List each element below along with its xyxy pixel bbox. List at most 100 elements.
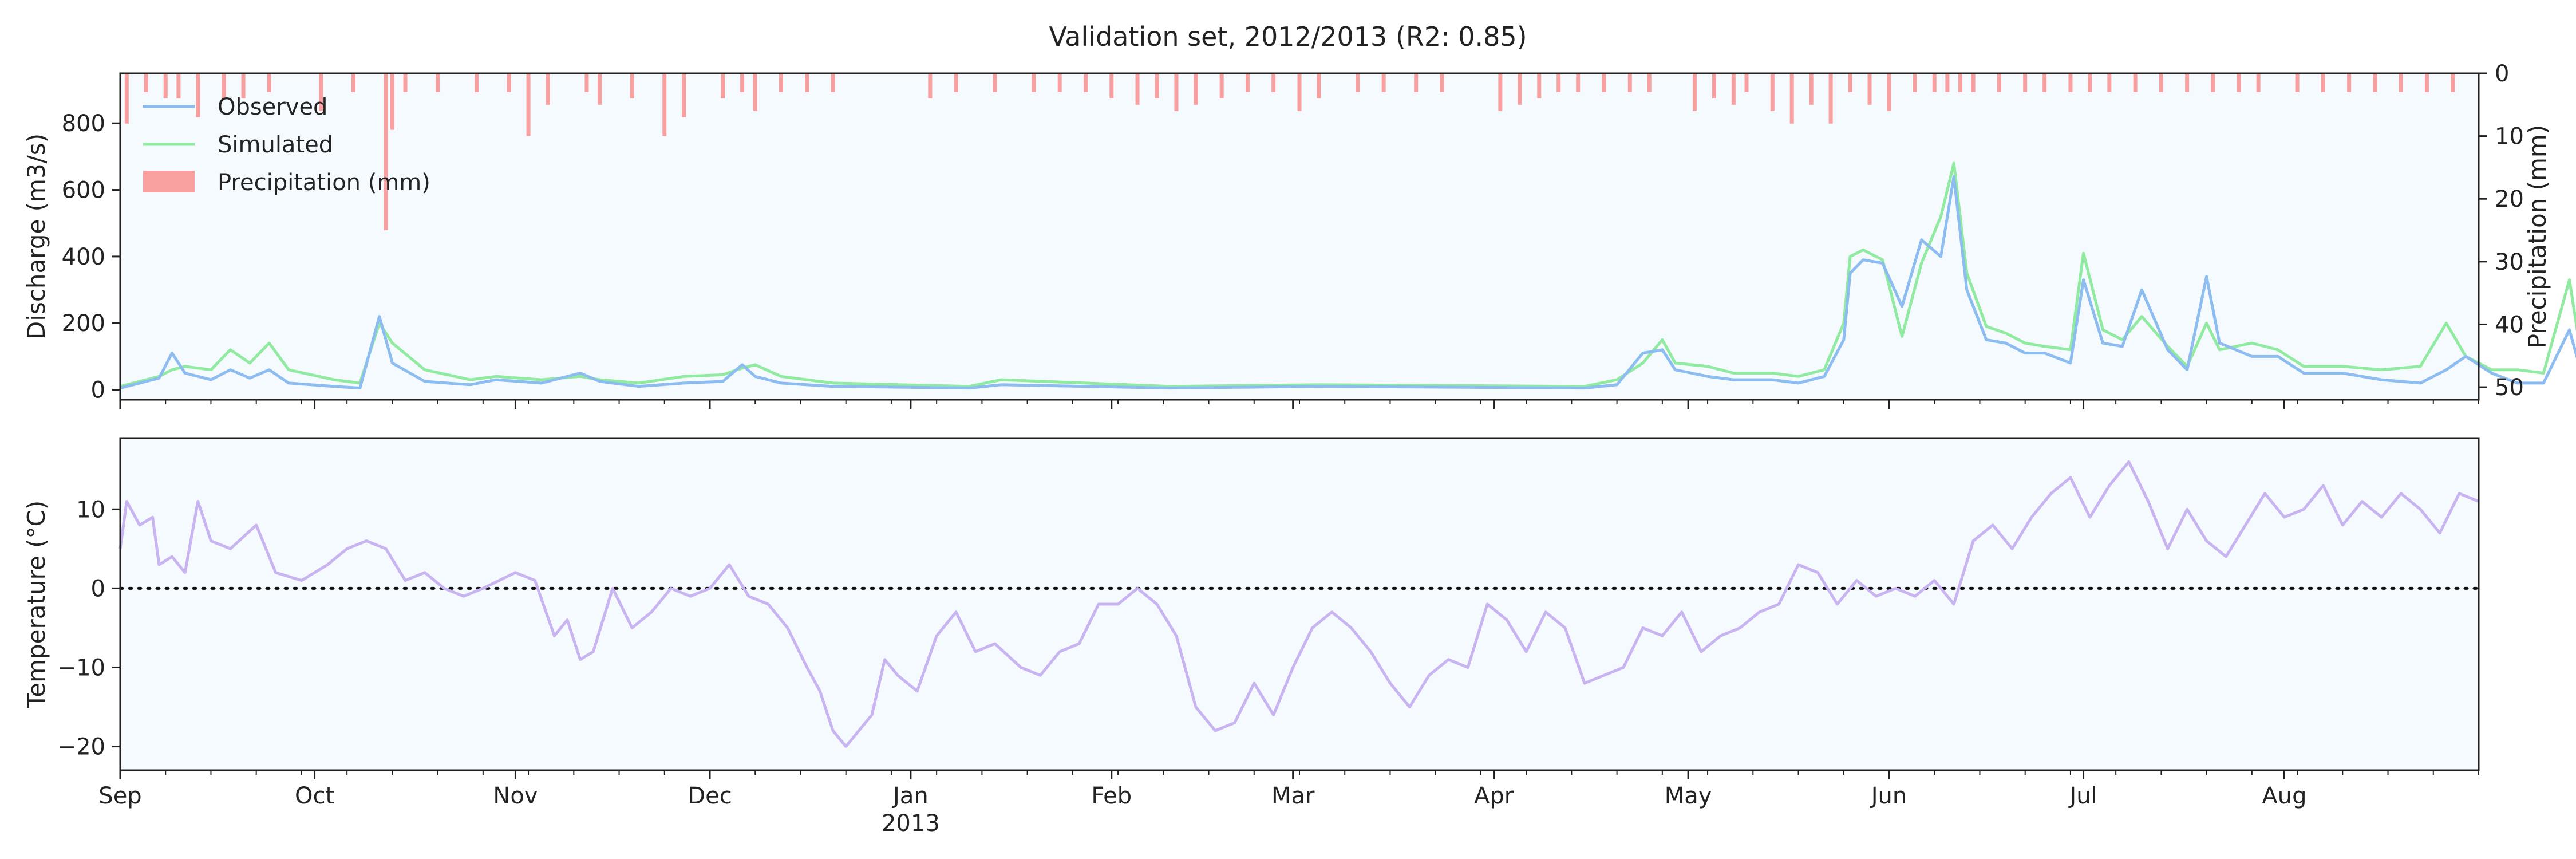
precipitation-bar-48 bbox=[1440, 73, 1444, 92]
discharge-plot-area bbox=[120, 73, 2479, 400]
precipitation-bar-23 bbox=[721, 73, 725, 98]
precipitation-bar-91 bbox=[2451, 73, 2455, 92]
temperature-y-ticks: −20 −10 0 10 bbox=[57, 497, 120, 761]
precipitation-bar-28 bbox=[831, 73, 835, 92]
precipitation-bar-51 bbox=[1537, 73, 1542, 98]
precipitation-bar-22 bbox=[682, 73, 686, 117]
precipitation-bar-42 bbox=[1271, 73, 1276, 92]
temperature-axis-label: Temperature (°C) bbox=[22, 501, 50, 709]
precipitation-bar-88 bbox=[2373, 73, 2377, 92]
simulated-line bbox=[120, 161, 2576, 388]
precipitation-bar-14 bbox=[475, 73, 479, 92]
precipitation-bar-9 bbox=[351, 73, 355, 92]
precipitation-bar-84 bbox=[2256, 73, 2261, 92]
precipitation-bar-31 bbox=[993, 73, 997, 92]
precipitation-bar-19 bbox=[598, 73, 602, 105]
precipitation-bar-60 bbox=[1744, 73, 1749, 92]
precipitation-bar-35 bbox=[1109, 73, 1114, 98]
precipitation-bar-52 bbox=[1556, 73, 1561, 92]
discharge-tick-label-200: 200 bbox=[62, 310, 105, 337]
precipitation-y-ticks: 0 10 20 30 40 50 bbox=[2479, 61, 2524, 401]
precipitation-bar-57 bbox=[1692, 73, 1697, 111]
precipitation-bar-55 bbox=[1627, 73, 1632, 92]
precipitation-bar-6 bbox=[241, 73, 246, 98]
precipitation-bar-70 bbox=[1945, 73, 1950, 92]
precipitation-tick-label-20: 20 bbox=[2495, 186, 2524, 212]
precipitation-bar-20 bbox=[630, 73, 634, 98]
precipitation-bar-81 bbox=[2185, 73, 2190, 92]
legend-simulated-label: Simulated bbox=[218, 132, 333, 158]
precipitation-bar-1 bbox=[144, 73, 148, 92]
precipitation-bar-25 bbox=[753, 73, 757, 111]
precipitation-bar-45 bbox=[1356, 73, 1360, 92]
precipitation-bar-27 bbox=[805, 73, 809, 92]
temperature-x-tick-label-3: Dec bbox=[688, 783, 732, 809]
precipitation-bar-8 bbox=[319, 73, 323, 111]
discharge-tick-label-400: 400 bbox=[62, 244, 105, 270]
precipitation-bar-21 bbox=[662, 73, 667, 136]
discharge-panel: 0 200 400 600 800 0 10 20 30 40 50 Discharge (m3/… bbox=[22, 61, 2576, 409]
precipitation-bar-50 bbox=[1518, 73, 1522, 105]
temperature-x-tick-label-8: May bbox=[1665, 783, 1712, 809]
precipitation-bar-7 bbox=[267, 73, 271, 92]
temperature-lines bbox=[118, 460, 2479, 748]
temperature-x-tick-label-2: Nov bbox=[493, 783, 538, 809]
precipitation-bar-58 bbox=[1712, 73, 1716, 98]
precipitation-bar-4 bbox=[196, 73, 200, 117]
discharge-tick-label-600: 600 bbox=[62, 178, 105, 204]
precipitation-bar-33 bbox=[1057, 73, 1062, 92]
temperature-x-tick-label-11: Aug bbox=[2262, 783, 2306, 809]
precipitation-bar-2 bbox=[163, 73, 168, 98]
temperature-tick-label-0: 0 bbox=[91, 576, 105, 602]
precipitation-bar-89 bbox=[2399, 73, 2403, 92]
precipitation-bar-61 bbox=[1770, 73, 1775, 111]
precipitation-tick-label-10: 10 bbox=[2495, 124, 2524, 150]
precipitation-bar-67 bbox=[1887, 73, 1891, 111]
precipitation-bar-53 bbox=[1576, 73, 1581, 92]
precipitation-tick-label-40: 40 bbox=[2495, 312, 2524, 338]
temperature-x-tick-label-6: Mar bbox=[1271, 783, 1315, 809]
precipitation-bar-59 bbox=[1731, 73, 1736, 105]
precipitation-bar-29 bbox=[928, 73, 933, 98]
precipitation-bar-86 bbox=[2321, 73, 2325, 92]
precipitation-bar-0 bbox=[124, 73, 129, 124]
precipitation-tick-label-0: 0 bbox=[2495, 61, 2509, 87]
precipitation-bar-74 bbox=[2023, 73, 2028, 92]
precipitation-bar-43 bbox=[1297, 73, 1302, 111]
temperature-x-tick-label-0: Sep bbox=[98, 783, 141, 809]
precipitation-bar-83 bbox=[2237, 73, 2241, 92]
precipitation-bar-10 bbox=[384, 73, 388, 231]
precipitation-bars bbox=[124, 73, 2455, 231]
precipitation-bar-68 bbox=[1913, 73, 1917, 92]
temperature-x-tick-label-10: Jul bbox=[2068, 783, 2097, 809]
precipitation-bar-69 bbox=[1932, 73, 1937, 92]
precipitation-tick-label-30: 30 bbox=[2495, 249, 2524, 275]
precipitation-bar-90 bbox=[2424, 73, 2429, 92]
precipitation-bar-80 bbox=[2159, 73, 2163, 92]
discharge-axis-label: Discharge (m3/s) bbox=[22, 133, 50, 340]
precipitation-bar-11 bbox=[390, 73, 394, 130]
precipitation-bar-64 bbox=[1828, 73, 1833, 124]
temperature-x-tick-label-7: Apr bbox=[1474, 783, 1514, 809]
temperature-x-tick-label-4: Jan bbox=[891, 783, 929, 809]
precipitation-bar-56 bbox=[1647, 73, 1652, 92]
precipitation-bar-77 bbox=[2088, 73, 2092, 92]
precipitation-bar-79 bbox=[2133, 73, 2138, 92]
temperature-tick-label--20: −20 bbox=[57, 734, 105, 761]
discharge-x-ticks bbox=[119, 400, 2479, 409]
precipitation-tick-label-50: 50 bbox=[2495, 375, 2524, 401]
precipitation-bar-13 bbox=[436, 73, 440, 92]
temperature-x-tick-label-1: Oct bbox=[295, 783, 334, 809]
discharge-tick-label-0: 0 bbox=[91, 377, 105, 404]
precipitation-bar-75 bbox=[2042, 73, 2047, 92]
temperature-x-tick-sublabel-4: 2013 bbox=[882, 810, 940, 837]
precipitation-bar-82 bbox=[2211, 73, 2215, 92]
chart-title: Validation set, 2012/2013 (R2: 0.85) bbox=[1049, 21, 1527, 52]
precipitation-bar-15 bbox=[507, 73, 511, 92]
precipitation-bar-16 bbox=[526, 73, 531, 136]
precipitation-bar-78 bbox=[2107, 73, 2112, 92]
precipitation-bar-71 bbox=[1958, 73, 1963, 92]
precipitation-bar-47 bbox=[1414, 73, 1419, 92]
